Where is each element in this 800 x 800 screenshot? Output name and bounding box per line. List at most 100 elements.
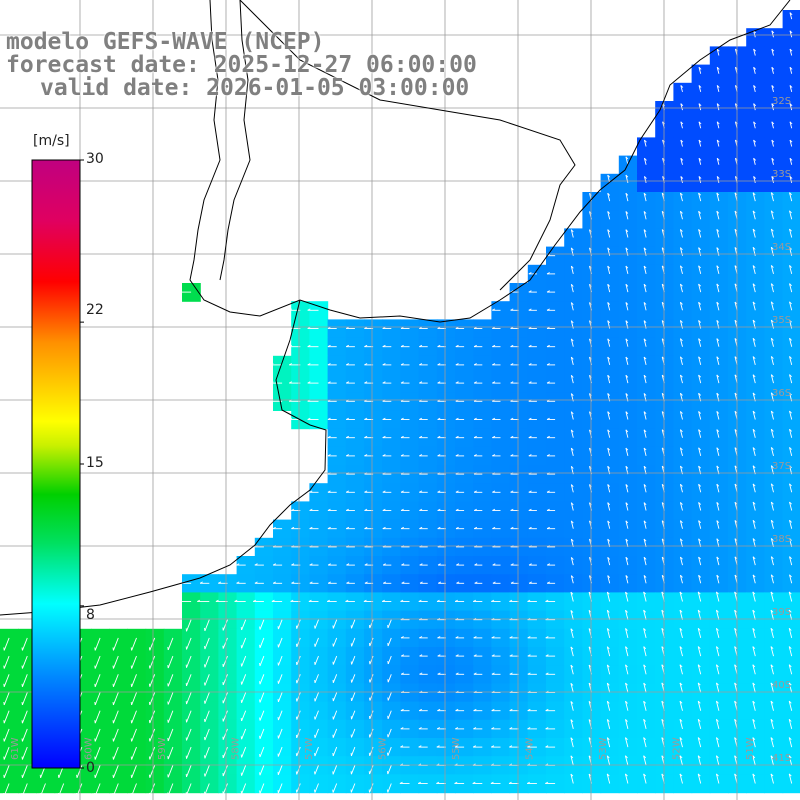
wind-arrow-head [510,563,514,566]
wind-speed-cell [291,501,310,521]
wind-speed-cell [491,701,511,721]
wind-speed-cell [655,465,674,484]
wind-speed-cell [691,701,711,721]
wind-speed-cell [746,355,765,375]
wind-arrow-head [419,636,423,639]
wind-speed-cell [709,574,729,593]
wind-arrow [771,176,774,184]
wind-arrow-head [528,563,532,566]
wind-arrow-head [382,381,386,384]
wind-speed-cell [764,192,784,211]
wind-arrow [112,655,119,669]
wind-arrow-head [734,682,738,686]
wind-arrow-head [734,755,738,759]
wind-arrow-head [545,636,549,639]
wind-speed-cell [364,337,383,357]
wind-speed-cell [782,228,800,248]
wind-speed-cell [782,119,800,138]
wind-arrow-head [272,563,277,566]
wind-arrow-head [716,265,720,269]
wind-arrow [186,710,192,723]
wind-arrow-head [643,247,647,251]
wind-speed-cell [746,246,765,266]
wind-arrow-head [789,246,792,250]
wind-speed-cell [618,355,638,375]
wind-arrow-head [419,508,423,511]
wind-arrow-head [770,356,774,359]
wind-speed-cell [673,665,693,684]
wind-arrow-head [734,718,738,722]
wind-arrow [770,501,774,511]
wind-speed-cell [618,592,638,612]
wind-speed-cell [473,392,492,411]
wind-arrow-head [270,381,274,384]
wind-speed-cell [673,192,693,211]
wind-arrow-head [788,737,792,741]
wind-speed-cell [764,119,784,138]
wind-arrow [3,637,10,651]
wind-speed-cell [564,319,583,339]
wind-speed-cell [673,210,693,229]
wind-arrow [753,103,756,111]
wind-arrow-head [364,508,368,511]
wind-arrow-head [770,664,774,668]
wind-speed-cell [400,738,420,757]
wind-arrow-head [327,381,331,384]
wind-speed-cell [728,574,747,593]
wind-speed-cell [655,647,674,666]
wind-arrow-head [643,682,647,686]
wind-speed-cell [582,210,602,229]
wind-arrow-head [679,718,683,722]
wind-speed-cell [582,446,602,466]
wind-arrow-head [753,121,757,125]
wind-speed-cell [491,774,511,794]
wind-speed-cell [782,719,800,739]
wind-speed-cell [637,592,656,612]
wind-arrow [241,765,247,776]
wind-arrow-head [771,48,775,52]
wind-arrow [625,211,629,220]
wind-arrow [570,265,574,275]
wind-arrow [167,637,174,651]
wind-arrow-head [716,773,719,777]
wind-speed-cell [527,465,547,484]
wind-speed-cell [364,410,383,430]
wind-arrow [789,574,793,584]
wind-speed-cell [364,428,383,448]
wind-arrow [716,301,720,311]
wind-arrow [788,773,793,784]
wind-arrow-head [643,556,647,560]
wind-arrow-head [789,103,793,107]
wind-arrow [716,502,720,511]
wind-arrow [351,619,356,629]
wind-arrow-head [770,265,774,268]
wind-arrow [752,609,756,620]
wind-arrow-head [527,708,531,712]
wind-arrow-head [606,755,610,759]
wind-arrow [752,646,756,657]
wind-arrow [752,265,756,275]
wind-arrow-head [473,490,478,493]
wind-arrow [387,637,392,647]
wind-speed-cell [600,574,620,593]
wind-arrow [625,356,629,366]
wind-speed-cell [455,774,474,794]
wind-arrow-head [643,374,647,378]
wind-arrow [643,484,647,493]
wind-arrow [680,158,683,165]
wind-speed-cell [582,264,602,284]
wind-speed-cell [782,355,800,375]
wind-arrow [789,483,793,493]
wind-arrow-head [455,636,459,639]
wind-arrow [698,302,702,311]
wind-arrow-head [753,48,757,52]
wind-arrow-head [254,563,258,566]
wind-arrow [788,646,793,657]
wind-arrow [643,284,647,293]
wind-speed-cell [345,319,365,339]
wind-arrow-head [382,563,386,566]
wind-arrow-head [752,465,756,469]
wind-speed-cell [436,483,456,502]
wind-arrow-head [625,556,629,560]
wind-arrow [715,773,720,784]
